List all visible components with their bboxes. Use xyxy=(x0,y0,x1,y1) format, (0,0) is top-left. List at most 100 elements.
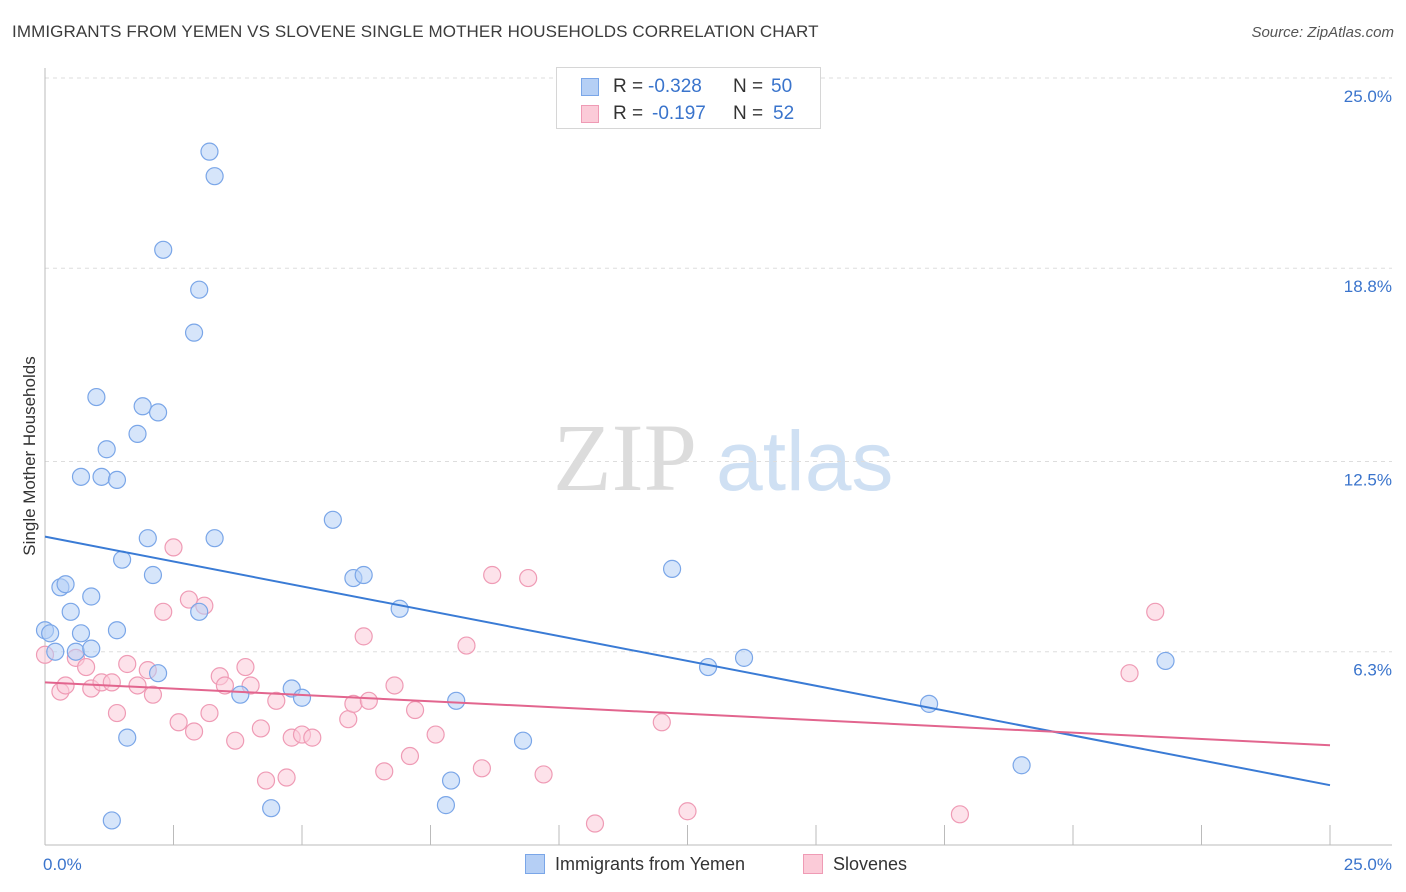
data-point xyxy=(143,685,163,704)
data-point xyxy=(426,725,445,744)
data-point xyxy=(436,796,456,815)
data-point xyxy=(169,713,188,732)
chart-title: IMMIGRANTS FROM YEMEN VS SLOVENE SINGLE … xyxy=(12,22,819,41)
stats-n-value: 52 xyxy=(773,103,795,124)
stats-swatch-yemen xyxy=(581,78,599,96)
data-point xyxy=(107,621,127,640)
data-point xyxy=(251,719,270,738)
data-point xyxy=(267,691,286,710)
data-point xyxy=(118,728,137,747)
y-tick-label: 18.8% xyxy=(1344,277,1392,296)
data-point xyxy=(184,722,204,741)
data-point xyxy=(236,657,255,677)
data-point xyxy=(184,323,204,342)
data-point xyxy=(919,694,939,713)
legend-item-yemen[interactable]: Immigrants from Yemen xyxy=(525,852,745,876)
legend-label-yemen: Immigrants from Yemen xyxy=(555,854,746,874)
stats-r-value: -0.328 xyxy=(648,76,702,97)
data-point xyxy=(61,602,80,621)
data-point xyxy=(585,814,605,833)
legend-swatch-slovenes xyxy=(803,854,823,874)
data-point xyxy=(190,280,209,299)
trend-line-yemen xyxy=(44,535,1331,787)
data-point xyxy=(662,559,682,578)
data-point xyxy=(1146,602,1165,621)
data-point xyxy=(292,688,312,707)
data-point xyxy=(390,599,409,618)
data-point xyxy=(200,142,219,161)
data-point xyxy=(1156,651,1175,671)
data-point xyxy=(82,639,101,658)
stats-r-value: -0.197 xyxy=(652,103,706,124)
data-point xyxy=(179,590,199,609)
y-tick-label: 25.0% xyxy=(1344,87,1392,106)
data-point xyxy=(148,664,168,683)
data-point xyxy=(472,759,491,778)
data-point xyxy=(138,529,157,548)
data-point xyxy=(339,710,358,729)
data-point xyxy=(354,627,373,646)
data-point xyxy=(303,728,322,747)
y-tick-label: 12.5% xyxy=(1344,471,1392,490)
data-point xyxy=(87,387,106,407)
data-point xyxy=(678,802,697,821)
data-point xyxy=(354,565,373,585)
data-point xyxy=(1120,664,1139,683)
series-yemen-points xyxy=(35,142,1175,830)
data-point xyxy=(405,700,425,720)
data-point xyxy=(447,691,466,710)
stats-swatch-slovenes xyxy=(581,105,599,123)
data-point xyxy=(483,565,502,585)
data-point xyxy=(375,762,394,781)
data-point xyxy=(41,624,60,643)
trend-line-slovenes xyxy=(44,681,1331,747)
data-point xyxy=(82,587,101,606)
stats-n-label: N = xyxy=(733,76,764,97)
data-point xyxy=(97,440,116,459)
y-axis-title: Single Mother Households xyxy=(20,356,39,556)
data-point xyxy=(231,685,250,704)
data-point xyxy=(385,676,404,695)
data-point xyxy=(102,811,121,830)
data-point xyxy=(400,746,420,766)
series-slovenes-points xyxy=(35,538,1165,833)
source-credit: Source: ZipAtlas.com xyxy=(1251,24,1394,41)
data-point xyxy=(107,703,127,723)
data-point xyxy=(77,657,96,677)
data-point xyxy=(256,771,276,790)
data-point xyxy=(200,703,219,723)
data-point xyxy=(133,397,152,416)
stats-r-label: R = xyxy=(613,76,644,97)
data-point xyxy=(71,624,91,643)
legend-swatch-yemen xyxy=(525,854,545,874)
data-point xyxy=(190,602,209,621)
data-point xyxy=(164,538,183,557)
x-tick-label: 0.0% xyxy=(43,855,82,874)
data-point xyxy=(262,799,281,818)
data-point xyxy=(154,602,173,621)
data-point xyxy=(534,765,553,784)
stats-n-label: N = xyxy=(733,103,764,124)
data-point xyxy=(519,568,538,588)
data-point xyxy=(46,642,65,661)
data-point xyxy=(441,771,461,790)
watermark-zip: ZIP xyxy=(553,404,697,511)
data-point xyxy=(359,691,378,710)
stats-box: R = -0.328 N = 50 R = -0.197 N = 52 xyxy=(556,67,821,129)
data-point xyxy=(56,575,75,594)
data-point xyxy=(107,470,127,490)
data-point xyxy=(143,565,163,585)
data-point xyxy=(128,424,147,443)
legend-item-slovenes[interactable]: Slovenes xyxy=(803,852,907,876)
data-point xyxy=(128,676,147,695)
data-point xyxy=(205,529,224,548)
y-tick-label: 6.3% xyxy=(1353,661,1392,680)
data-point xyxy=(226,731,245,750)
legend-label-slovenes: Slovenes xyxy=(833,854,908,874)
data-point xyxy=(92,467,111,486)
data-point xyxy=(950,805,970,824)
data-point xyxy=(148,403,168,422)
stats-r-label: R = xyxy=(613,103,644,124)
data-point xyxy=(215,676,234,695)
